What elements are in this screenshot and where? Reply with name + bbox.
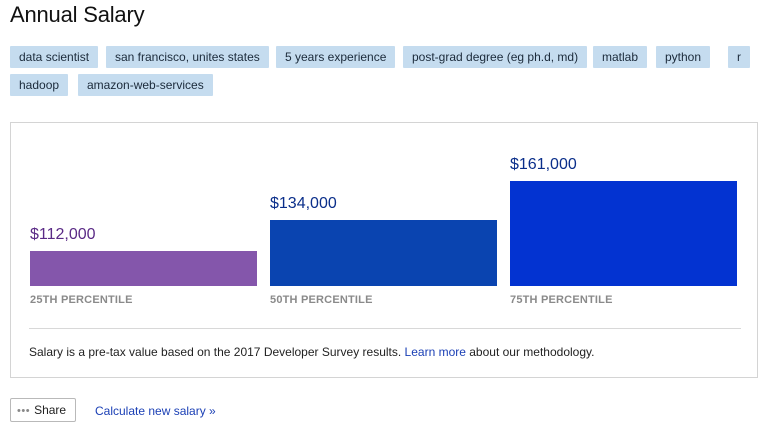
tag-amazon-web-services[interactable]: amazon-web-services [78, 74, 213, 96]
tag-python[interactable]: python [656, 46, 711, 68]
methodology-note-suffix: about our methodology. [465, 345, 595, 359]
methodology-note: Salary is a pre-tax value based on the 2… [29, 345, 594, 359]
tag-r[interactable]: r [728, 46, 750, 68]
bar-value-label-2: $134,000 [270, 194, 337, 212]
more-dots-icon: ••• [17, 405, 31, 417]
tag-data-scientist[interactable]: data scientist [10, 46, 99, 68]
divider [29, 328, 741, 329]
tag-matlab[interactable]: matlab [593, 46, 648, 68]
bar-value-label-1: $112,000 [30, 226, 96, 243]
category-label-2: 50TH PERCENTILE [270, 294, 373, 306]
tag-hadoop[interactable]: hadoop [10, 74, 69, 96]
bar-2 [270, 219, 497, 286]
category-label-1: 25TH PERCENTILE [30, 294, 133, 306]
tag-degree[interactable]: post-grad degree (eg ph.d, md) [403, 46, 588, 68]
methodology-note-text: Salary is a pre-tax value based on the 2… [29, 345, 405, 359]
calculate-new-salary-link[interactable]: Calculate new salary » [95, 404, 216, 418]
bar-1 [30, 251, 257, 286]
share-button[interactable]: ••• Share [10, 398, 76, 422]
bar-3 [510, 181, 737, 286]
tag-location[interactable]: san francisco, unites states [106, 46, 269, 68]
learn-more-link[interactable]: Learn more [404, 345, 466, 359]
share-label: Share [34, 403, 67, 417]
tag-experience[interactable]: 5 years experience [276, 46, 396, 68]
page-title: Annual Salary [10, 2, 145, 27]
bar-value-label-3: $161,000 [510, 156, 577, 173]
salary-chart-panel: $112,000 25TH PERCENTILE $134,000 50TH PERC… [10, 122, 758, 378]
category-label-3: 75TH PERCENTILE [510, 294, 613, 306]
